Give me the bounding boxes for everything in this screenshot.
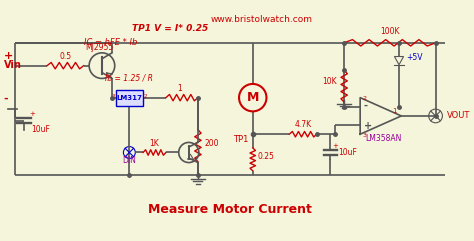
Polygon shape	[394, 57, 403, 65]
Text: Vin: Vin	[4, 60, 21, 70]
Text: +: +	[4, 51, 13, 61]
Text: +5V: +5V	[406, 53, 422, 62]
Text: 0.25: 0.25	[257, 152, 274, 161]
Text: +: +	[364, 121, 372, 131]
Text: 10uF: 10uF	[339, 148, 357, 157]
Text: 3: 3	[363, 133, 366, 138]
Text: Ib = 1.25 / R: Ib = 1.25 / R	[105, 73, 153, 82]
Text: LM317: LM317	[117, 95, 142, 101]
Text: 2: 2	[363, 96, 366, 101]
Text: 1K: 1K	[150, 139, 159, 148]
Text: 10uF: 10uF	[31, 125, 50, 134]
Text: 4.7K: 4.7K	[294, 120, 311, 129]
Text: +: +	[30, 111, 36, 117]
Bar	[116, 90, 143, 106]
Text: 200: 200	[205, 139, 219, 148]
Text: Measure Motor Current: Measure Motor Current	[148, 203, 312, 216]
Text: M: M	[246, 91, 259, 104]
Text: +: +	[332, 143, 337, 149]
Text: 1: 1	[177, 84, 182, 93]
Text: VOUT: VOUT	[447, 111, 470, 120]
Text: www.bristolwatch.com: www.bristolwatch.com	[211, 15, 313, 24]
Text: 0.5: 0.5	[59, 52, 72, 61]
Text: DIN: DIN	[122, 155, 137, 165]
Text: 2: 2	[144, 94, 147, 99]
Text: 3: 3	[111, 94, 115, 99]
Text: TP1: TP1	[233, 135, 248, 144]
Text: -: -	[364, 100, 368, 110]
Text: 100K: 100K	[380, 27, 400, 36]
Text: -: -	[4, 94, 9, 104]
Text: IC = hFE * Ib: IC = hFE * Ib	[84, 38, 138, 47]
Text: 10K: 10K	[323, 77, 337, 86]
Text: TP1 V = I* 0.25: TP1 V = I* 0.25	[132, 24, 209, 33]
Text: MJ2955: MJ2955	[85, 43, 114, 52]
Text: LM358AN: LM358AN	[365, 134, 401, 143]
Text: 1: 1	[392, 108, 397, 114]
